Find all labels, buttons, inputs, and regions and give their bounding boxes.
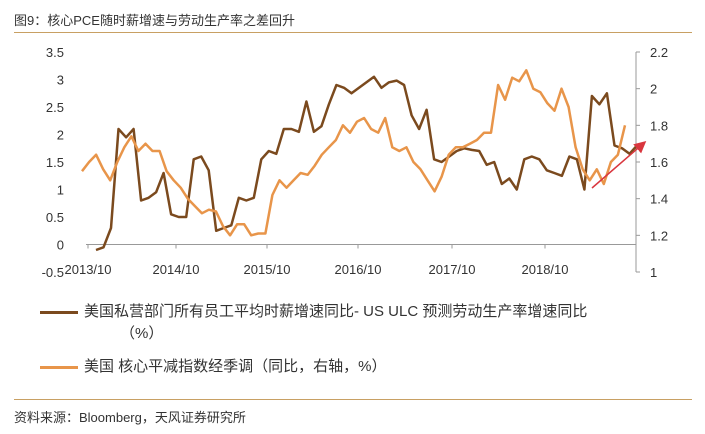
trend-arrow	[591, 141, 647, 189]
y-left-tick-label: 2	[57, 128, 64, 143]
y-right-tick-label: 1.8	[650, 118, 668, 133]
y-right-tick-label: 1.4	[650, 192, 668, 207]
y-left-tick-label: 3.5	[46, 45, 64, 60]
source-rule	[14, 399, 692, 400]
legend-label-2: 美国 核心平减指数经季调（同比，右轴，%）	[84, 358, 387, 375]
y-left-tick-label: 0.5	[46, 210, 64, 225]
series-line-1	[95, 75, 638, 252]
x-tick-label: 2014/10	[153, 262, 200, 277]
y-left-tick-label: 1.5	[46, 155, 64, 170]
y-right-tick-label: 2	[650, 82, 657, 97]
x-tick-label: 2015/10	[244, 262, 291, 277]
y-right-tick-label: 2.2	[650, 45, 668, 60]
source-note: 资料来源：Bloomberg，天风证券研究所	[14, 410, 246, 425]
legend-swatch-2	[40, 366, 78, 369]
legend-label-1: 美国私营部门所有员工平均时薪增速同比- US ULC 预测劳动生产率增速同比	[84, 303, 588, 320]
legend-label-1-unit: （%）	[120, 325, 164, 342]
legend-swatch-1	[40, 311, 78, 314]
x-tick-label: 2013/10	[65, 262, 112, 277]
legend-item-2: 美国 核心平减指数经季调（同比，右轴，%）	[40, 356, 680, 378]
y-right-tick-label: 1.2	[650, 228, 668, 243]
y-left-tick-label: 0	[57, 238, 64, 253]
y-right-tick-label: 1.6	[650, 155, 668, 170]
legend-item-1: 美国私营部门所有员工平均时薪增速同比- US ULC 预测劳动生产率增速同比 （…	[40, 301, 680, 345]
y-left-tick-label: 3	[57, 73, 64, 88]
series-line-2	[81, 69, 627, 237]
title-rule	[14, 32, 692, 33]
y-left-tick-label: 1	[57, 183, 64, 198]
y-right-tick-label: 1	[650, 265, 657, 280]
x-tick-label: 2018/10	[522, 262, 569, 277]
figure-title: 图9：核心PCE随时薪增速与劳动生产率之差回升	[14, 13, 295, 28]
line-chart: -0.5 0 0.5 1 1.5 2 2.5 3 3.5 1 1.2 1.4 1.6 1.8 2 2.2 2…	[42, 45, 668, 280]
y-left-tick-label: 2.5	[46, 100, 64, 115]
x-tick-label: 2016/10	[335, 262, 382, 277]
y-left-tick-label: -0.5	[42, 265, 64, 280]
x-tick-label: 2017/10	[429, 262, 476, 277]
